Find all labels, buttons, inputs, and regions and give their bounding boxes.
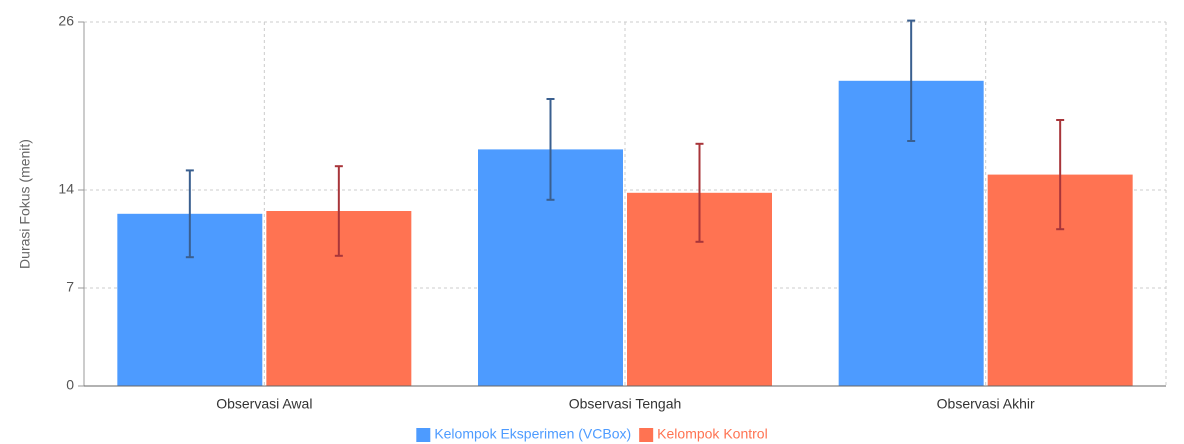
x-tick-labels: Observasi Awal Observasi Tengah Observasi … (216, 396, 1035, 412)
legend-item[interactable]: Kelompok Kontrol (639, 426, 768, 442)
y-tick-label: 14 (58, 181, 74, 197)
legend: Kelompok Eksperimen (VCBox) Kelompok Kont… (416, 426, 768, 442)
legend-label: Kelompok Kontrol (657, 426, 768, 442)
y-tick-label: 0 (66, 377, 74, 393)
x-tick-label: Observasi Tengah (569, 396, 682, 412)
y-tick-label: 26 (58, 13, 74, 29)
axes (83, 22, 1166, 387)
legend-swatch (639, 428, 654, 442)
x-tick-label: Observasi Awal (216, 396, 312, 412)
y-axis-title: Durasi Fokus (menit) (17, 139, 33, 269)
x-tick-label: Observasi Akhir (937, 396, 1035, 412)
legend-swatch (416, 428, 431, 442)
y-tick-label: 7 (66, 279, 74, 295)
grid (84, 21, 1167, 386)
y-ticks: 0 7 14 26 (58, 13, 84, 393)
legend-item[interactable]: Kelompok Eksperimen (VCBox) (416, 426, 631, 442)
error-bars (185, 19, 1065, 259)
legend-label: Kelompok Eksperimen (VCBox) (434, 426, 631, 442)
